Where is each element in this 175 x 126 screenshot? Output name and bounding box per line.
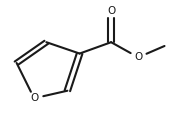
Text: O: O	[107, 6, 115, 16]
Text: O: O	[134, 52, 142, 62]
Text: O: O	[30, 93, 38, 103]
